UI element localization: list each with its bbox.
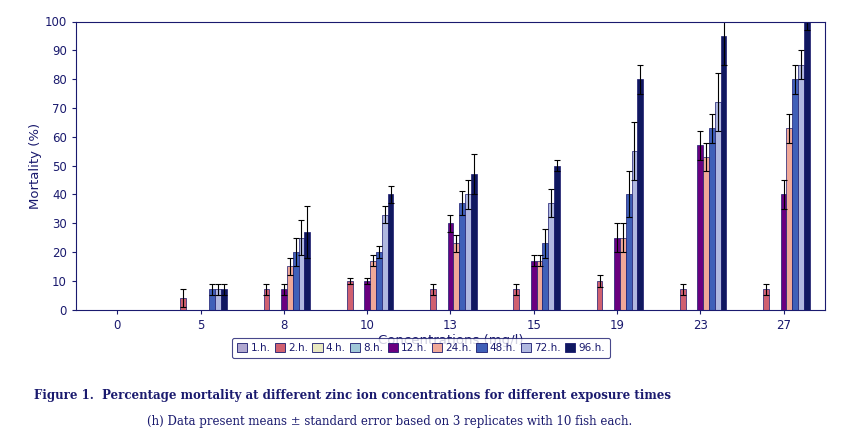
Bar xyxy=(387,194,393,310)
Bar xyxy=(221,289,226,310)
Bar xyxy=(299,237,304,310)
Bar xyxy=(597,281,602,310)
Text: (h) Data present means ± standard error based on 3 replicates with 10 fish each.: (h) Data present means ± standard error … xyxy=(147,415,632,428)
Bar xyxy=(264,289,269,310)
Bar xyxy=(626,194,632,310)
Bar xyxy=(465,194,471,310)
Bar xyxy=(448,223,453,310)
Bar xyxy=(514,289,520,310)
Bar xyxy=(453,243,459,310)
Bar xyxy=(763,289,769,310)
Y-axis label: Mortality (%): Mortality (%) xyxy=(29,123,42,209)
Bar xyxy=(430,289,436,310)
Bar xyxy=(548,203,554,310)
Bar xyxy=(614,237,620,310)
Bar xyxy=(304,232,310,310)
Bar xyxy=(781,194,786,310)
Legend: 1.h., 2.h., 4.h., 8.h., 12.h., 24.h., 48.h., 72.h., 96.h.: 1.h., 2.h., 4.h., 8.h., 12.h., 24.h., 48… xyxy=(232,338,610,358)
Bar xyxy=(554,166,560,310)
Bar xyxy=(679,289,685,310)
Bar xyxy=(471,174,477,310)
Bar xyxy=(715,102,721,310)
Bar xyxy=(637,79,643,310)
Bar xyxy=(542,243,548,310)
Bar xyxy=(536,261,542,310)
Bar xyxy=(210,289,216,310)
Bar xyxy=(293,252,299,310)
Bar xyxy=(281,289,287,310)
Bar xyxy=(798,64,804,310)
Bar xyxy=(804,22,810,310)
Bar xyxy=(347,281,353,310)
Bar xyxy=(287,266,293,310)
Bar xyxy=(792,79,798,310)
Bar xyxy=(459,203,465,310)
Bar xyxy=(376,252,381,310)
Bar xyxy=(632,151,637,310)
Bar xyxy=(180,298,186,310)
X-axis label: Concentrations (mg/l): Concentrations (mg/l) xyxy=(378,335,523,347)
Text: Figure 1.  Percentage mortality at different zinc ion concentrations for differe: Figure 1. Percentage mortality at differ… xyxy=(34,389,671,402)
Bar xyxy=(530,261,536,310)
Bar xyxy=(365,281,370,310)
Bar xyxy=(721,36,727,310)
Bar xyxy=(370,261,376,310)
Bar xyxy=(381,215,387,310)
Bar xyxy=(709,128,715,310)
Bar xyxy=(697,145,703,310)
Bar xyxy=(216,289,221,310)
Bar xyxy=(786,128,792,310)
Bar xyxy=(620,237,626,310)
Bar xyxy=(703,157,709,310)
